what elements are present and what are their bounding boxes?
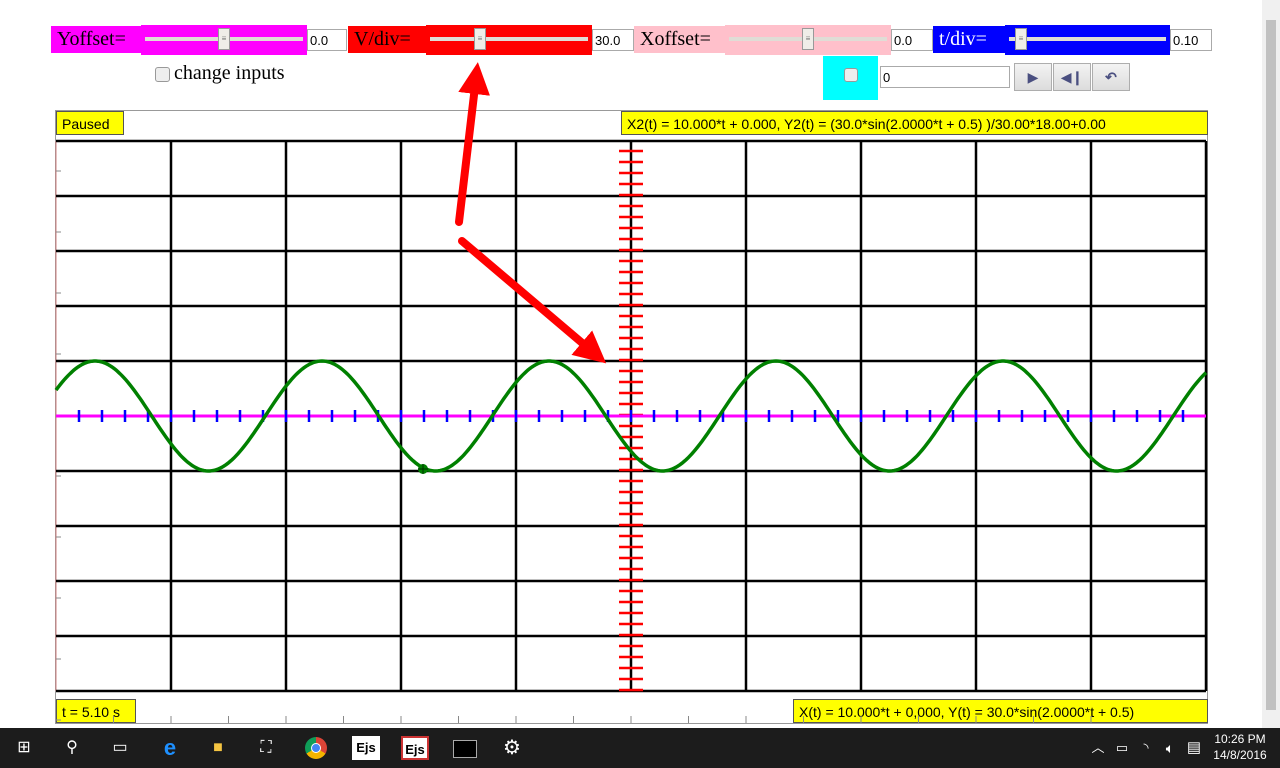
yoffset-input[interactable]: 0.0 <box>307 29 347 51</box>
xoffset-input[interactable]: 0.0 <box>891 29 933 51</box>
clock-date: 14/8/2016 <box>1213 748 1267 762</box>
task-view-icon[interactable]: ▭ <box>112 739 128 756</box>
file-explorer-icon[interactable]: ■ <box>213 739 223 756</box>
change-inputs-checkbox[interactable] <box>155 67 170 82</box>
step-back-button[interactable]: ◀❙ <box>1053 63 1091 91</box>
cyan-panel <box>823 56 878 100</box>
clock-time: 10:26 PM <box>1214 732 1266 746</box>
vdiv-input[interactable]: 30.0 <box>592 29 634 51</box>
battery-icon[interactable]: ▭ <box>1115 740 1129 755</box>
slider-thumb[interactable]: ≡ <box>218 28 230 50</box>
notification-icon[interactable]: ▤ <box>1186 739 1202 756</box>
taskbar: ⊞ ⚲ ▭ e ■ ⛶ Ejs Ejs ⚙ ︿ ▭ ◝ 🔈︎ ▤ 10:26 P… <box>0 728 1280 768</box>
time-label: t = 5.10 s <box>56 699 136 723</box>
annotation-arrow-down <box>458 237 607 364</box>
formula-bottom: X(t) = 10.000*t + 0,000, Y(t) = 30.0*sin… <box>793 699 1208 723</box>
play-icon: ▶ <box>1027 69 1039 85</box>
tdiv-input[interactable]: 0.10 <box>1170 29 1212 51</box>
xoffset-slider[interactable]: ≡ <box>725 25 891 55</box>
edge-icon[interactable]: e <box>163 735 177 760</box>
windows-start-icon[interactable]: ⊞ <box>17 739 31 756</box>
checkbox[interactable] <box>844 68 858 82</box>
status-label: Paused <box>56 111 124 135</box>
scrollbar[interactable] <box>1262 0 1280 728</box>
slider-thumb[interactable]: ≡ <box>474 28 486 50</box>
annotation-arrow-up <box>455 62 491 226</box>
step-back-icon: ◀❙ <box>1060 69 1084 85</box>
chrome-icon[interactable] <box>302 734 330 762</box>
store-icon[interactable]: ⛶ <box>260 739 272 756</box>
search-icon[interactable]: ⚲ <box>66 739 78 756</box>
yoffset-slider[interactable]: ≡ <box>141 25 307 55</box>
vdiv-slider[interactable]: ≡ <box>426 25 592 55</box>
formula-top: X2(t) = 10.000*t + 0.000, Y2(t) = (30.0*… <box>621 111 1208 135</box>
tdiv-label: t/div= <box>933 26 1005 53</box>
oscilloscope-plot[interactable] <box>0 0 1280 728</box>
slider-thumb[interactable]: ≡ <box>1015 28 1027 50</box>
reset-button[interactable]: ↶ <box>1092 63 1130 91</box>
wifi-icon[interactable]: ◝ <box>1143 740 1149 755</box>
slider-thumb[interactable]: ≡ <box>802 28 814 50</box>
yoffset-label: Yoffset= <box>51 26 141 53</box>
play-button[interactable]: ▶ <box>1014 63 1052 91</box>
clock[interactable]: 10:26 PM 14/8/2016 <box>1208 731 1272 763</box>
reset-icon: ↶ <box>1105 69 1117 85</box>
ejs-app-1[interactable]: Ejs <box>352 736 380 760</box>
volume-icon[interactable]: 🔈︎ <box>1165 740 1175 756</box>
tdiv-slider[interactable]: ≡ <box>1005 25 1170 55</box>
vdiv-label: V/div= <box>348 26 426 53</box>
scrollbar-thumb[interactable] <box>1266 20 1276 710</box>
terminal-icon[interactable] <box>450 734 478 762</box>
counter-input[interactable]: 0 <box>880 66 1010 88</box>
chevron-up-icon[interactable]: ︿ <box>1091 740 1105 755</box>
sine-trace <box>54 359 1208 473</box>
change-inputs-label: change inputs <box>174 62 285 84</box>
settings-gear-icon[interactable]: ⚙ <box>503 737 521 759</box>
ejs-app-2[interactable]: Ejs <box>401 736 429 760</box>
xoffset-label: Xoffset= <box>634 26 725 53</box>
